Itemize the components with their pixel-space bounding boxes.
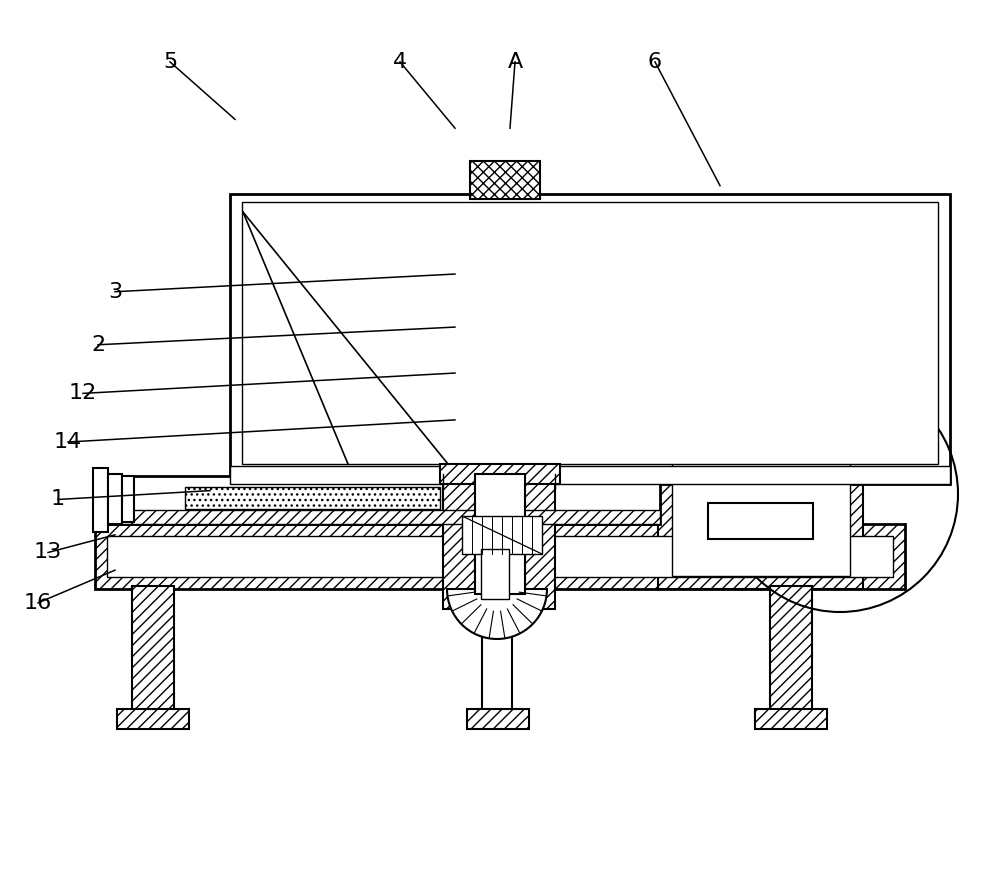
- Text: 3: 3: [108, 282, 122, 301]
- Bar: [708, 503, 813, 539]
- Bar: [230, 194, 950, 484]
- Text: 4: 4: [393, 52, 407, 72]
- Bar: [467, 709, 529, 729]
- Text: 12: 12: [69, 384, 97, 403]
- Bar: [230, 466, 950, 484]
- Bar: [482, 584, 512, 714]
- Bar: [95, 476, 660, 524]
- Bar: [481, 549, 509, 599]
- Bar: [122, 476, 134, 522]
- Wedge shape: [447, 589, 547, 639]
- Text: 14: 14: [54, 432, 82, 452]
- Bar: [470, 161, 540, 199]
- Bar: [95, 510, 660, 524]
- Bar: [658, 421, 863, 589]
- Bar: [475, 474, 525, 594]
- Bar: [108, 474, 122, 524]
- Bar: [525, 474, 555, 609]
- Bar: [770, 586, 812, 714]
- Bar: [443, 474, 475, 609]
- Bar: [132, 586, 174, 714]
- Text: 13: 13: [34, 543, 62, 562]
- Text: 1: 1: [51, 490, 65, 509]
- Bar: [242, 202, 938, 464]
- Text: 5: 5: [163, 52, 177, 72]
- Bar: [93, 468, 108, 532]
- Text: 6: 6: [648, 52, 662, 72]
- Bar: [755, 709, 827, 729]
- Text: 16: 16: [24, 593, 52, 613]
- Bar: [462, 516, 542, 554]
- Bar: [440, 464, 560, 484]
- Bar: [185, 487, 440, 509]
- Bar: [117, 709, 189, 729]
- Bar: [107, 536, 893, 577]
- Text: A: A: [507, 52, 523, 72]
- Text: 2: 2: [91, 335, 105, 354]
- Bar: [95, 524, 905, 589]
- Bar: [672, 434, 850, 576]
